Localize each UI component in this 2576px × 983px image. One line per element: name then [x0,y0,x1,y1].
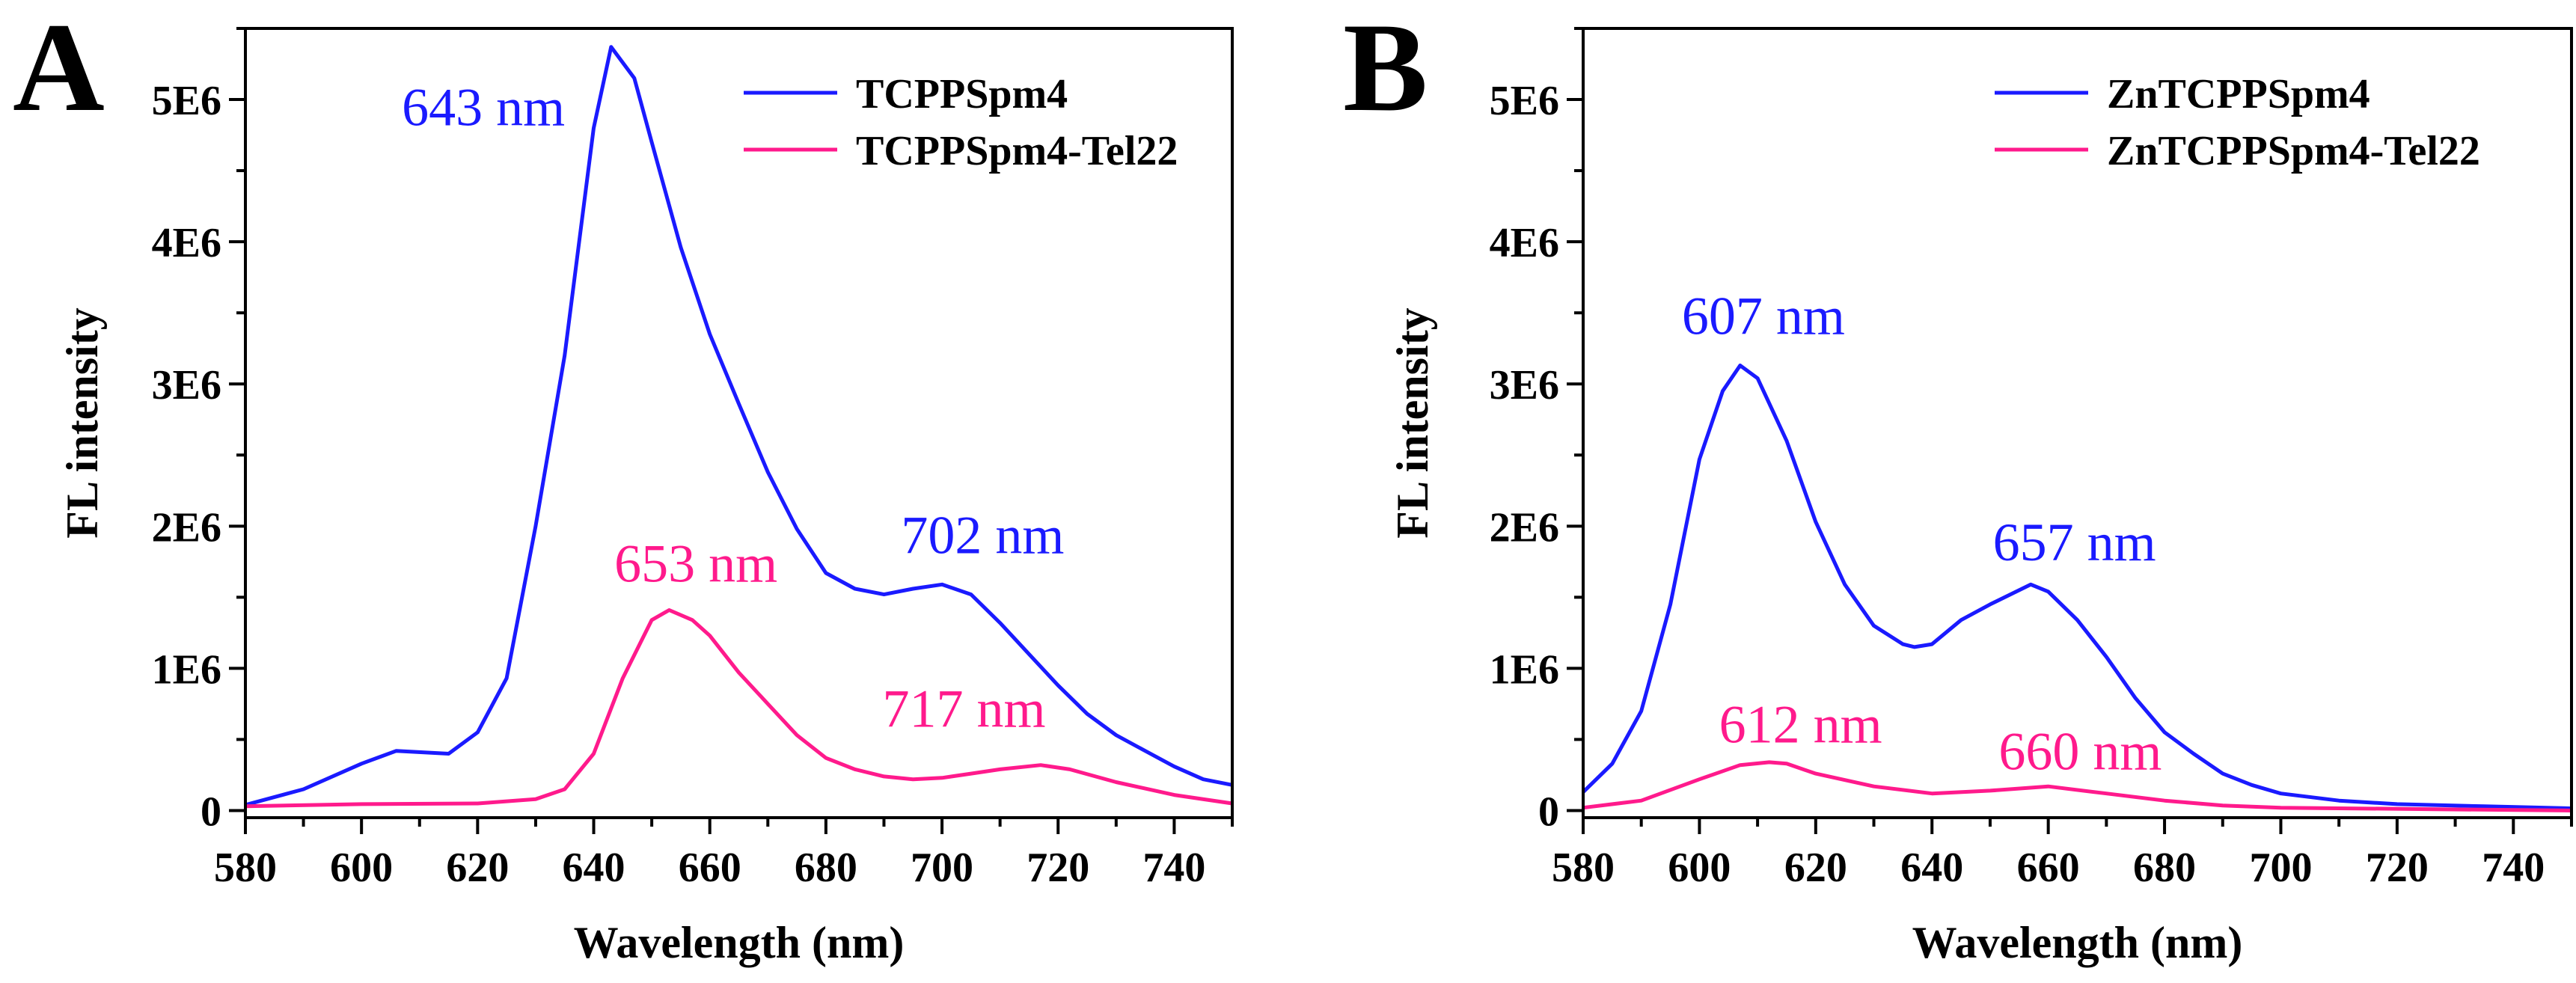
peak-annotation: 653 nm [614,533,777,593]
y-tick-label: 3E6 [152,362,221,408]
panel-b: B 580 600 620 640 660 680 700 720 740 0 1E6 2E6 3E6 4E… [1343,0,2573,967]
y-axis-label: FL intensity [58,307,107,538]
x-tick-label: 700 [2249,845,2312,891]
series-line-blue [1582,364,2572,811]
legend-label: ZnTCPPSpm4-Tel22 [2107,128,2480,174]
y-tick-label: 3E6 [1490,362,1559,408]
x-tick-label: 700 [911,845,973,891]
x-tick-label: 660 [2017,845,2080,891]
x-tick-label: 600 [1668,845,1731,891]
x-tick-label: 580 [1552,845,1615,891]
legend-label: TCPPSpm4 [856,71,1068,117]
y-tick-label: 1E6 [1490,646,1559,693]
y-tick-label: 4E6 [152,220,221,266]
x-tick-label: 660 [679,845,741,891]
series-line-pink [1582,760,2572,812]
panel-a: A 580 600 620 640 660 680 700 720 740 0 1E6 2E6 3E6 4E… [13,0,1234,967]
x-tick-label: 720 [1027,845,1089,891]
x-axis-label: Wavelength (nm) [574,918,905,967]
x-tick-label: 580 [214,845,277,891]
series-line-pink [245,608,1233,809]
peak-annotation: 660 nm [1998,721,2162,781]
x-tick-label: 640 [1900,845,1963,891]
y-tick-label: 1E6 [152,646,221,693]
plot-frame [244,27,1234,819]
legend-label: TCPPSpm4-Tel22 [856,128,1178,174]
x-tick-label: 600 [330,845,393,891]
peak-annotation: 607 nm [1682,287,1845,346]
x-tick-label: 740 [1142,845,1205,891]
x-tick-label: 680 [2133,845,2196,891]
x-tick-label: 720 [2366,845,2429,891]
legend-label: ZnTCPPSpm4 [2107,71,2370,117]
x-tick-label: 640 [563,845,625,891]
peak-annotation: 657 nm [1993,512,2156,572]
plot-frame [1582,27,2573,819]
peak-annotation: 717 nm [883,679,1046,738]
y-tick-label: 0 [1538,788,1559,835]
y-tick-label: 2E6 [1490,504,1559,551]
peak-annotation: 643 nm [402,77,565,137]
x-tick-label: 680 [795,845,857,891]
panel-label: B [1343,0,1428,138]
panel-label: A [13,0,105,138]
y-tick-label: 2E6 [152,504,221,551]
y-tick-label: 5E6 [1490,78,1559,124]
peak-annotation: 702 nm [901,505,1064,565]
x-tick-label: 620 [1784,845,1847,891]
y-tick-label: 0 [201,788,221,835]
series-line-blue [245,45,1233,807]
x-tick-label: 740 [2482,845,2545,891]
x-axis-label: Wavelength (nm) [1912,918,2243,967]
y-tick-label: 4E6 [1490,220,1559,266]
x-tick-label: 620 [446,845,509,891]
peak-annotation: 612 nm [1719,694,1882,754]
y-axis-label: FL intensity [1388,307,1437,538]
y-tick-label: 5E6 [152,78,221,124]
